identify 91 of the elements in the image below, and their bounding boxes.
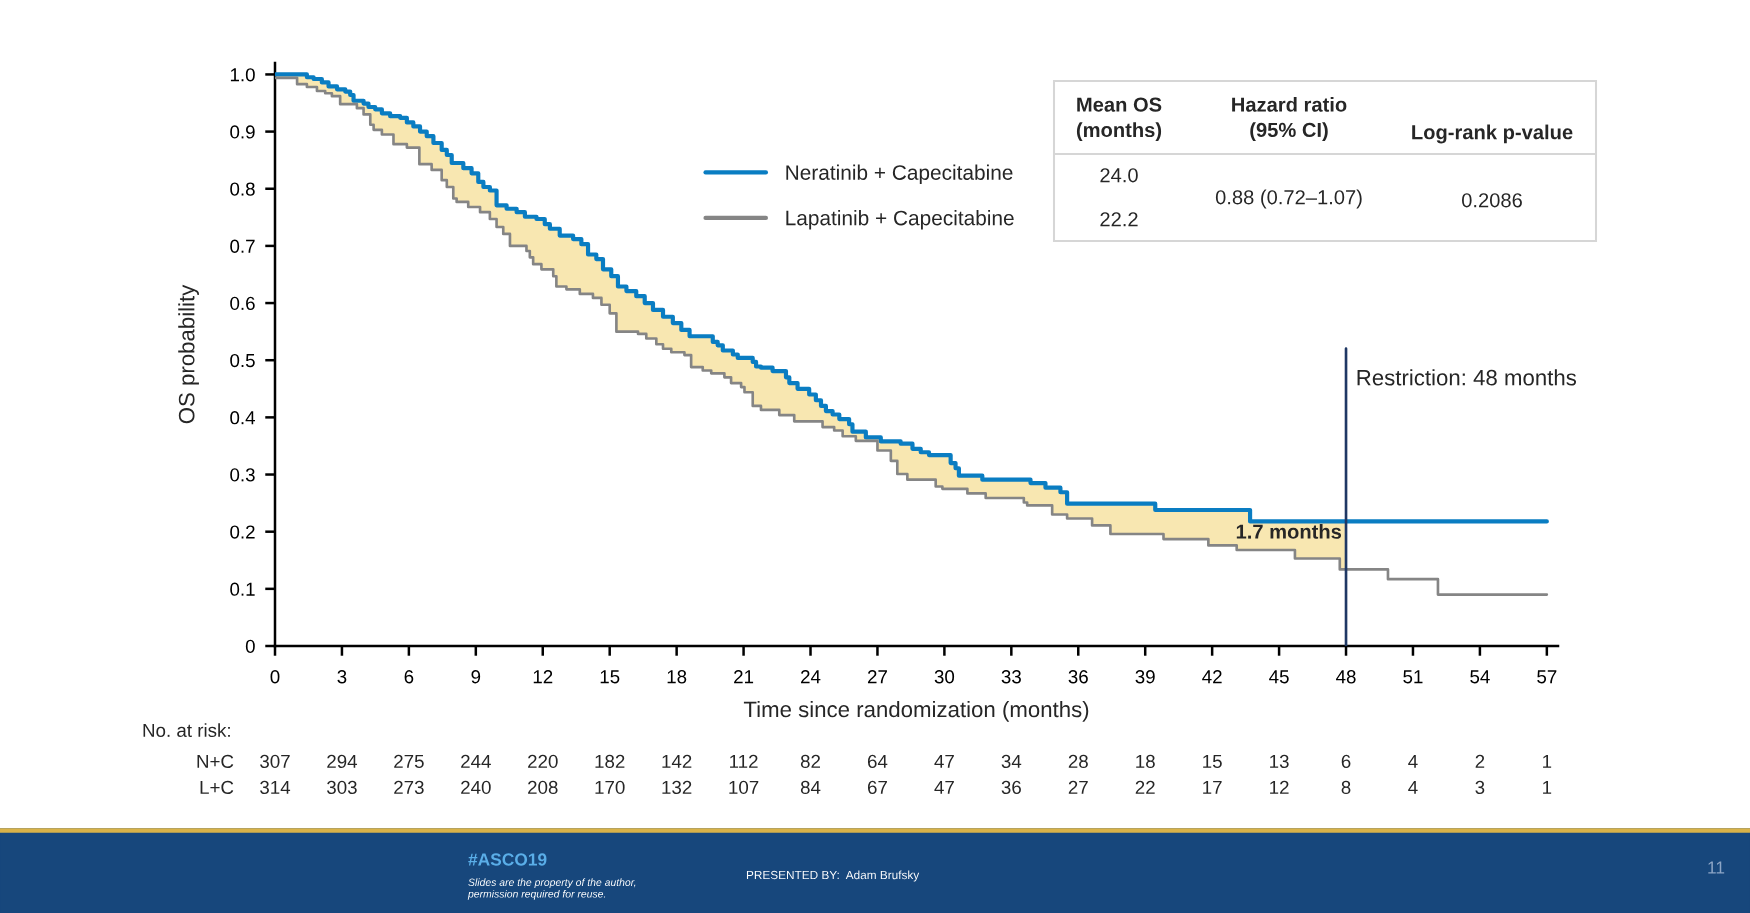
y-tick-label: 0.7 bbox=[230, 239, 255, 253]
annotation: 1.7 months bbox=[1236, 524, 1342, 539]
text: 34 bbox=[1001, 754, 1022, 769]
text: #ASCO19 bbox=[468, 853, 547, 866]
text: 273 bbox=[394, 780, 424, 795]
ref-line-label: Restriction: 48 months bbox=[1357, 369, 1577, 386]
text: 27 bbox=[1068, 780, 1088, 794]
text: 3 bbox=[1475, 780, 1485, 795]
x-tick-label: 54 bbox=[1470, 670, 1490, 684]
text: No. at risk: bbox=[143, 723, 230, 738]
y-tick-label: 0.2 bbox=[230, 525, 255, 539]
text: N+C bbox=[197, 754, 234, 769]
text: 1 bbox=[1543, 780, 1552, 794]
y-tick-label: 1.0 bbox=[230, 68, 255, 82]
y-tick-label: 0.3 bbox=[230, 468, 255, 482]
annotation: 0.2086 bbox=[1461, 193, 1522, 208]
text: 84 bbox=[800, 780, 821, 795]
x-tick-label: 21 bbox=[734, 670, 754, 684]
y-tick-label: 0.1 bbox=[230, 582, 255, 596]
text: 4 bbox=[1408, 754, 1418, 768]
y-tick-label: 0 bbox=[245, 639, 255, 653]
text: 67 bbox=[867, 780, 887, 795]
text: 244 bbox=[461, 754, 491, 768]
x-tick-label: 24 bbox=[801, 670, 821, 684]
annotation: Mean OS (months) bbox=[1076, 97, 1162, 142]
text: PRESENTED BY: Adam Brufsky bbox=[746, 870, 920, 882]
text: 170 bbox=[595, 780, 625, 795]
x-tick-label: 18 bbox=[667, 670, 687, 684]
x-tick-label: 12 bbox=[533, 670, 553, 684]
annotation: 22.2 bbox=[1100, 212, 1138, 227]
x-tick-label: 48 bbox=[1336, 670, 1356, 684]
text: 142 bbox=[662, 754, 692, 768]
annotation: Hazard ratio (95% CI) bbox=[1232, 96, 1347, 142]
annotation: 0.88 (0.72–1.07) bbox=[1215, 189, 1362, 209]
text: 13 bbox=[1270, 754, 1289, 769]
x-tick-label: 57 bbox=[1537, 670, 1557, 684]
text: 17 bbox=[1203, 780, 1222, 794]
y-tick-label: 0.4 bbox=[230, 411, 256, 425]
x-tick-label: 45 bbox=[1269, 670, 1289, 684]
x-tick-label: 6 bbox=[404, 670, 414, 684]
text: 294 bbox=[327, 754, 358, 769]
text: 4 bbox=[1408, 780, 1418, 794]
text: 275 bbox=[394, 754, 424, 769]
text: 64 bbox=[867, 754, 888, 769]
legend-label: Lapatinib + Capecitabine bbox=[786, 210, 1014, 230]
text: 18 bbox=[1136, 754, 1155, 769]
x-tick-label: 30 bbox=[934, 670, 955, 684]
text: Slides are the property of the author, permission required for reuse. bbox=[467, 878, 636, 900]
x-tick-label: 3 bbox=[337, 670, 347, 684]
x-axis-title: Time since randomization (months) bbox=[743, 700, 1089, 722]
text: 47 bbox=[934, 780, 954, 794]
text: 303 bbox=[327, 780, 357, 795]
text: L+C bbox=[200, 780, 234, 795]
x-tick-label: 36 bbox=[1068, 670, 1088, 684]
y-tick-label: 0.9 bbox=[230, 125, 255, 139]
text: 208 bbox=[528, 780, 558, 795]
text: 22 bbox=[1135, 780, 1155, 794]
text: 182 bbox=[595, 754, 625, 769]
x-tick-label: 42 bbox=[1202, 670, 1222, 684]
text: 11 bbox=[1708, 861, 1725, 874]
x-tick-label: 39 bbox=[1135, 670, 1155, 684]
x-tick-label: 33 bbox=[1001, 670, 1021, 684]
text: 28 bbox=[1068, 754, 1088, 769]
text: 107 bbox=[729, 780, 759, 795]
text: 1 bbox=[1543, 754, 1552, 768]
text: 6 bbox=[1341, 754, 1351, 769]
text: 112 bbox=[730, 754, 758, 768]
text: 8 bbox=[1341, 780, 1351, 795]
y-tick-label: 0.5 bbox=[230, 353, 255, 368]
text: 2 bbox=[1475, 754, 1485, 768]
x-tick-label: 9 bbox=[471, 670, 481, 684]
text: 12 bbox=[1270, 780, 1289, 794]
text: 47 bbox=[934, 754, 954, 768]
text: 36 bbox=[1001, 780, 1021, 795]
text: 82 bbox=[800, 754, 820, 769]
text: 240 bbox=[461, 780, 491, 795]
annotation: 24.0 bbox=[1100, 168, 1138, 183]
x-tick-label: 15 bbox=[600, 670, 620, 684]
text: 132 bbox=[662, 780, 692, 795]
x-tick-label: 51 bbox=[1403, 670, 1423, 684]
y-tick-label: 0.6 bbox=[230, 296, 255, 311]
legend-label: Neratinib + Capecitabine bbox=[786, 164, 1013, 185]
text: 307 bbox=[260, 754, 290, 769]
x-tick-label: 0 bbox=[270, 670, 280, 684]
text: 15 bbox=[1203, 754, 1222, 769]
text: 314 bbox=[260, 780, 291, 795]
y-tick-label: 0.8 bbox=[230, 182, 255, 196]
text: 220 bbox=[528, 754, 558, 769]
annotation: Log-rank p-value bbox=[1412, 124, 1573, 144]
y-axis-title: OS probability bbox=[178, 284, 199, 424]
x-tick-label: 27 bbox=[867, 670, 887, 684]
